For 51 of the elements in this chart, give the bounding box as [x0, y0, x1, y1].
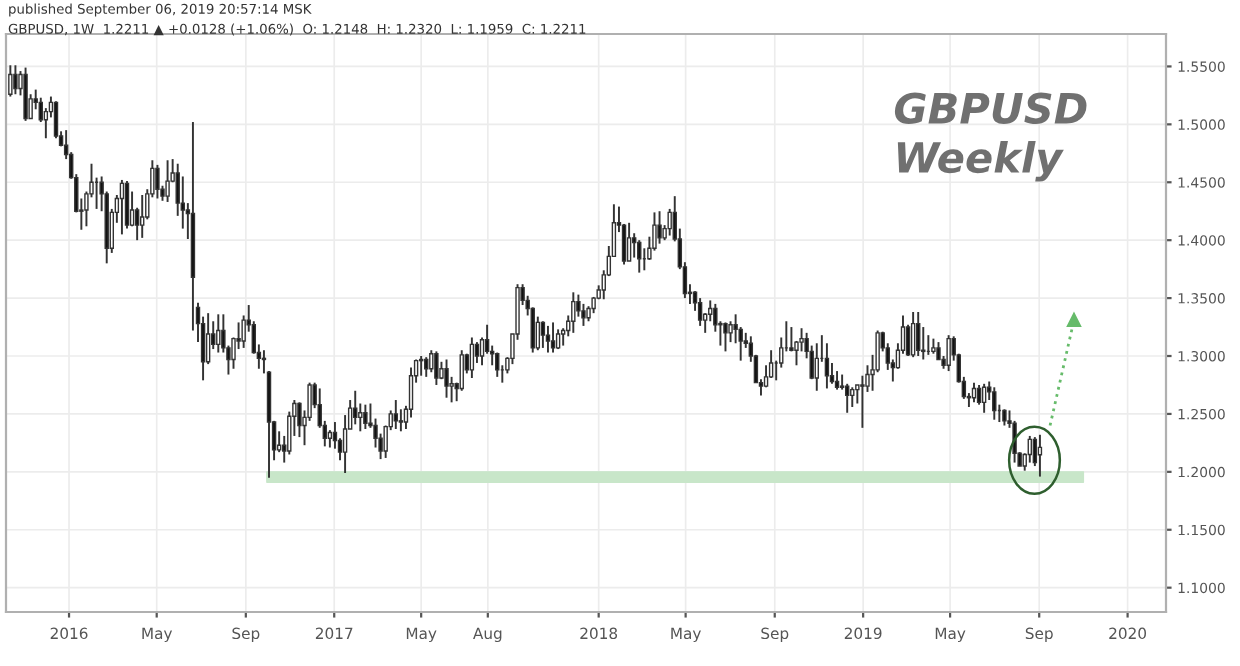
candlestick — [976, 384, 982, 406]
candlestick — [697, 297, 703, 327]
candlestick — [165, 159, 170, 203]
candlestick — [535, 315, 541, 352]
candlestick — [363, 403, 368, 430]
text: Weekly — [897, 140, 1064, 182]
candlestick — [910, 311, 916, 359]
candlestick — [992, 386, 997, 421]
candlestick — [946, 334, 951, 373]
candlestick — [799, 327, 804, 353]
candlestick — [850, 386, 855, 408]
candlestick — [216, 313, 221, 354]
candlestick — [905, 323, 911, 357]
candlestick — [860, 374, 865, 429]
candlestick — [434, 350, 439, 386]
candlestick — [155, 163, 160, 200]
candlestick — [626, 221, 632, 262]
candlestick — [342, 414, 348, 474]
candlestick — [53, 100, 59, 140]
candlestick — [469, 336, 475, 379]
candlestick — [834, 370, 840, 391]
candlestick — [540, 320, 546, 349]
candlestick — [814, 342, 819, 392]
text: GBPUSD — [894, 92, 1087, 125]
candlestick — [550, 321, 556, 354]
candlestick — [728, 320, 733, 344]
candlestick — [139, 194, 145, 239]
candlestick — [8, 64, 13, 98]
candlestick — [915, 311, 921, 357]
candlestick — [449, 375, 454, 404]
candlestick — [844, 382, 850, 414]
candlestick — [571, 291, 576, 334]
candlestick — [124, 180, 130, 230]
candlestick — [981, 382, 987, 414]
candlestick — [652, 211, 657, 252]
candlestick — [768, 349, 774, 379]
candlestick — [23, 66, 28, 122]
candlestick — [723, 321, 728, 353]
candlestick — [789, 326, 794, 353]
candlestick — [657, 210, 662, 245]
candlestick — [495, 351, 500, 378]
candlestick — [119, 178, 125, 236]
candlestick — [398, 408, 404, 433]
candlestick — [13, 64, 18, 96]
candlestick — [393, 399, 399, 430]
candlestick — [581, 302, 586, 327]
candlestick — [1027, 434, 1033, 464]
candlestick — [297, 401, 302, 439]
candlestick — [353, 389, 358, 426]
candlestick — [545, 324, 551, 354]
candlestick — [444, 358, 449, 399]
